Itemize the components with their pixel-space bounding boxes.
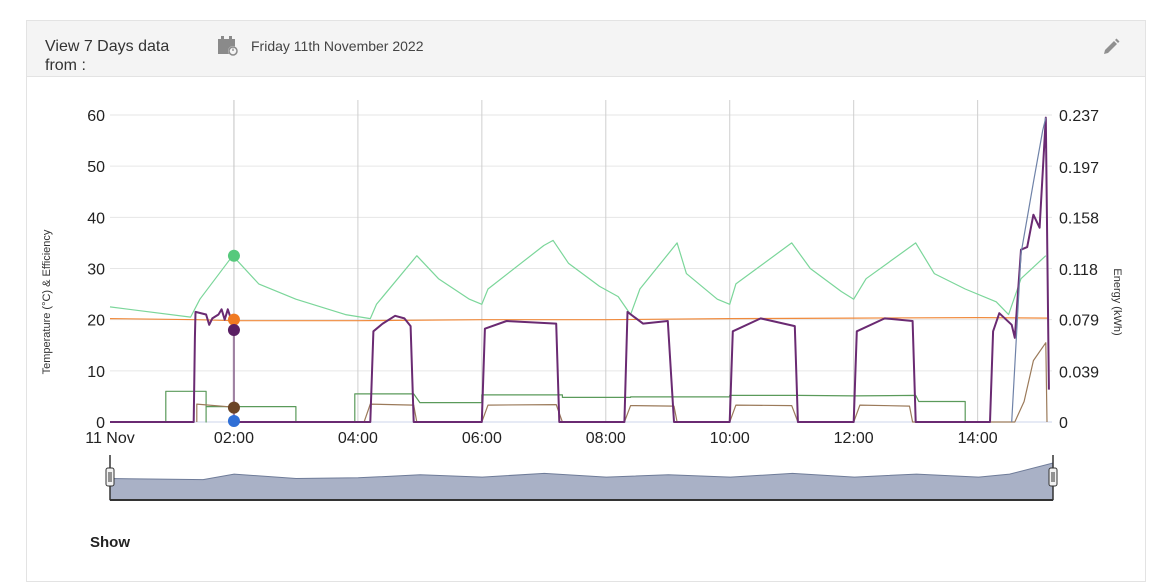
y-left-tick-label: 40 — [87, 210, 105, 227]
series-line — [196, 342, 1048, 423]
gridlines — [110, 114, 1052, 423]
x-tick-label: 11 Nov — [85, 430, 135, 447]
x-tick-label: 06:00 — [462, 430, 502, 447]
left-axis-ticks: 0 10 20 30 40 50 60 — [87, 108, 105, 432]
calendar-icon[interactable] — [217, 35, 239, 62]
y-left-tick-label: 20 — [87, 313, 105, 330]
y-right-tick-label: 0.079 — [1059, 313, 1099, 330]
series-line — [110, 116, 1050, 423]
hover-marker — [227, 313, 240, 326]
y-right-tick-label: 0.039 — [1059, 364, 1099, 381]
y-right-tick-label: 0.158 — [1059, 210, 1099, 227]
right-axis-ticks: 0 0.039 0.079 0.118 0.158 0.197 0.237 — [1059, 108, 1099, 432]
series-line — [1011, 117, 1047, 423]
range-navigator[interactable] — [105, 455, 1058, 501]
x-tick-label: 12:00 — [834, 430, 874, 447]
y-left-tick-label: 60 — [87, 108, 105, 125]
series-line — [165, 390, 966, 423]
y-right-tick-label: 0.118 — [1059, 262, 1098, 279]
y-right-tick-label: 0 — [1059, 415, 1068, 432]
y-left-tick-label: 10 — [87, 364, 105, 381]
series-line — [109, 239, 1047, 320]
x-tick-label: 08:00 — [586, 430, 626, 447]
marker-group — [227, 249, 240, 427]
y-left-tick-label: 0 — [96, 415, 105, 432]
y-left-tick-label: 30 — [87, 262, 105, 279]
series-line — [109, 317, 1049, 322]
navigator-series — [109, 462, 1054, 501]
panel-header: View 7 Days data from : Friday 11th Nove… — [27, 21, 1145, 77]
hover-marker — [227, 401, 240, 414]
x-tick-label: 10:00 — [710, 430, 750, 447]
y-axis-right-label: Energy (kWh) — [1111, 268, 1123, 335]
time-gridlines — [110, 100, 1052, 423]
hover-marker — [227, 414, 240, 427]
hover-marker — [227, 324, 240, 337]
y-right-tick-label: 0.197 — [1059, 160, 1099, 177]
show-section-label: Show — [90, 534, 130, 551]
x-tick-label: 04:00 — [338, 430, 378, 447]
navigator-handle[interactable] — [1048, 467, 1058, 487]
navigator-handle[interactable] — [105, 467, 115, 487]
x-axis-ticks: 11 Nov 02:00 04:00 06:00 08:00 10:00 12:00 14:0… — [85, 430, 998, 447]
y-right-tick-label: 0.237 — [1059, 108, 1099, 125]
y-axis-left-label: Temperature (°C) & Efficiency — [41, 229, 53, 374]
x-tick-label: 14:00 — [958, 430, 998, 447]
date-picker-button[interactable]: Friday 11th November 2022 — [251, 38, 424, 54]
x-tick-label: 02:00 — [214, 430, 254, 447]
view-range-title: View 7 Days data from : — [45, 38, 170, 74]
pencil-icon[interactable] — [1101, 37, 1121, 62]
series-group — [109, 116, 1050, 423]
y-left-tick-label: 50 — [87, 159, 105, 176]
energy-temperature-chart[interactable]: 0 10 20 30 40 50 60 0 0.039 0.079 0.118 0.158 0.197… — [0, 0, 1155, 530]
hover-marker — [227, 249, 240, 262]
